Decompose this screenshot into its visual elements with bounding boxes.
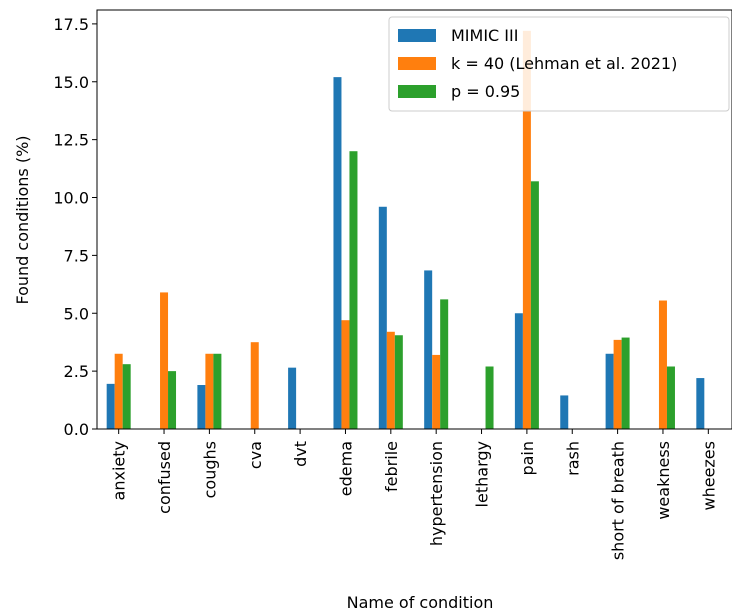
bar-lethargy-series-3 [485, 366, 494, 429]
bar-rash-series-1 [560, 395, 569, 429]
bar-pain-series-2 [522, 30, 531, 429]
bar-short-of-breath-series-1 [605, 353, 614, 429]
legend-label-2: k = 40 (Lehman et al. 2021) [451, 54, 677, 73]
bar-coughs-series-3 [213, 353, 222, 429]
plot-frame [96, 9, 732, 430]
x-tick-label: pain [518, 441, 537, 476]
x-tick-label: rash [563, 441, 582, 476]
y-axis: 0.0 2.5 5.0 7.5 10.0 12.5 15.0 17.5 [53, 15, 97, 439]
y-tick-label: 15.0 [53, 73, 89, 92]
bar-anxiety-series-2 [114, 353, 123, 429]
bar-short-of-breath-series-3 [621, 337, 630, 429]
bar-febrile-series-3 [394, 335, 403, 429]
y-tick-label: 0.0 [64, 420, 89, 439]
y-tick-label: 10.0 [53, 189, 89, 208]
x-tick-label: febrile [382, 441, 401, 492]
bar-febrile-series-2 [386, 331, 395, 429]
bar-febrile-series-1 [378, 206, 387, 429]
bars-layer [106, 30, 705, 429]
bar-hypertension-series-2 [432, 354, 441, 429]
bar-hypertension-series-3 [440, 299, 449, 429]
bar-coughs-series-1 [197, 385, 206, 429]
x-tick-label: confused [155, 441, 174, 514]
legend-box [388, 16, 730, 112]
x-tick-label: anxiety [110, 441, 129, 500]
y-tick-label: 5.0 [64, 304, 89, 323]
bar-hypertension-series-1 [424, 270, 433, 429]
legend-swatch-1 [398, 29, 436, 42]
bar-weakness-series-3 [666, 366, 675, 429]
y-tick-label: 2.5 [64, 362, 89, 381]
legend-label-3: p = 0.95 [451, 82, 520, 101]
bar-pain-series-3 [530, 181, 539, 429]
bar-coughs-series-2 [205, 353, 214, 429]
x-tick-label: weakness [654, 441, 673, 520]
bar-dvt-series-1 [288, 367, 297, 429]
y-tick-label: 7.5 [64, 246, 89, 265]
x-axis: anxiety confused coughs cva dvt edema febrile h… [110, 429, 718, 560]
bar-edema-series-3 [349, 151, 358, 429]
bar-edema-series-2 [341, 320, 350, 429]
bar-confused-series-3 [168, 371, 177, 429]
x-tick-label: lethargy [473, 441, 492, 507]
bar-confused-series-2 [160, 292, 169, 429]
bar-anxiety-series-1 [106, 383, 115, 429]
bar-cva-series-2 [250, 342, 259, 429]
y-tick-label: 17.5 [53, 15, 89, 34]
bar-pain-series-1 [514, 313, 523, 429]
x-tick-label: coughs [200, 441, 219, 498]
x-tick-label: dvt [291, 441, 310, 467]
legend-label-1: MIMIC III [451, 26, 518, 45]
legend-swatch-3 [398, 85, 436, 98]
y-tick-label: 12.5 [53, 131, 89, 150]
y-axis-label: Found conditions (%) [13, 135, 32, 304]
bar-anxiety-series-3 [122, 364, 131, 429]
x-tick-label: wheezes [699, 441, 718, 511]
legend: MIMIC III k = 40 (Lehman et al. 2021) p = … [388, 16, 730, 112]
x-tick-label: cva [246, 441, 265, 469]
bar-weakness-series-2 [658, 300, 667, 429]
x-tick-label: edema [336, 441, 355, 496]
x-tick-label: hypertension [427, 441, 446, 546]
bar-edema-series-1 [333, 77, 342, 429]
bar-short-of-breath-series-2 [613, 339, 622, 429]
legend-swatch-2 [398, 57, 436, 70]
x-tick-label: short of breath [609, 441, 628, 560]
bar-wheezes-series-1 [696, 378, 705, 429]
x-axis-label: Name of condition [347, 593, 494, 611]
